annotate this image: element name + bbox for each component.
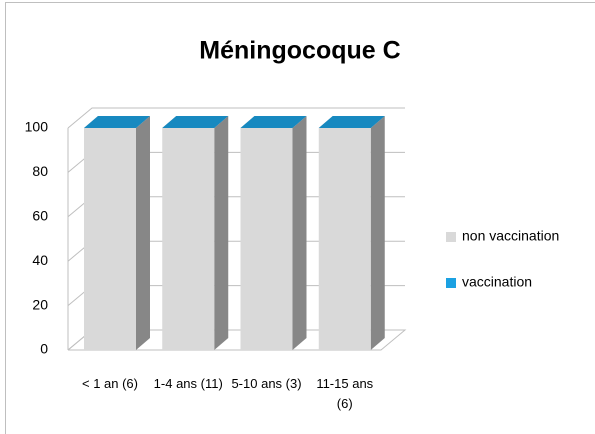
y-tick-label: 80 (32, 163, 48, 179)
bar-top (240, 116, 307, 128)
bar (318, 128, 371, 350)
x-tick-label: 1-4 ans (11) (153, 376, 223, 391)
bar (240, 128, 293, 350)
y-tick-label: 0 (40, 341, 48, 357)
bar-side (214, 116, 229, 350)
y-tick-label: 60 (32, 208, 48, 224)
legend-swatch (446, 232, 456, 242)
x-tick-label: 5-10 ans (3) (231, 376, 302, 391)
bar (84, 128, 136, 350)
y-tick-label: 40 (32, 252, 48, 268)
legend-label: vaccination (462, 274, 532, 290)
bar-top (318, 116, 385, 128)
x-tick-label: < 1 an (6) (81, 376, 138, 391)
y-tick-label: 20 (32, 296, 48, 312)
bar (162, 128, 215, 350)
y-tick-label: 100 (25, 119, 49, 135)
legend-swatch (446, 278, 456, 288)
bar-side (292, 116, 307, 350)
x-tick-label: 11-15 ans (6) (316, 376, 374, 411)
grid-line (67, 107, 405, 129)
legend-label: non vaccination (462, 228, 559, 244)
bar-top (84, 116, 150, 128)
bar-side (136, 116, 150, 350)
bar-top (162, 116, 229, 128)
bar-side (370, 116, 385, 350)
chart-title: Méningocoque C (199, 37, 400, 65)
